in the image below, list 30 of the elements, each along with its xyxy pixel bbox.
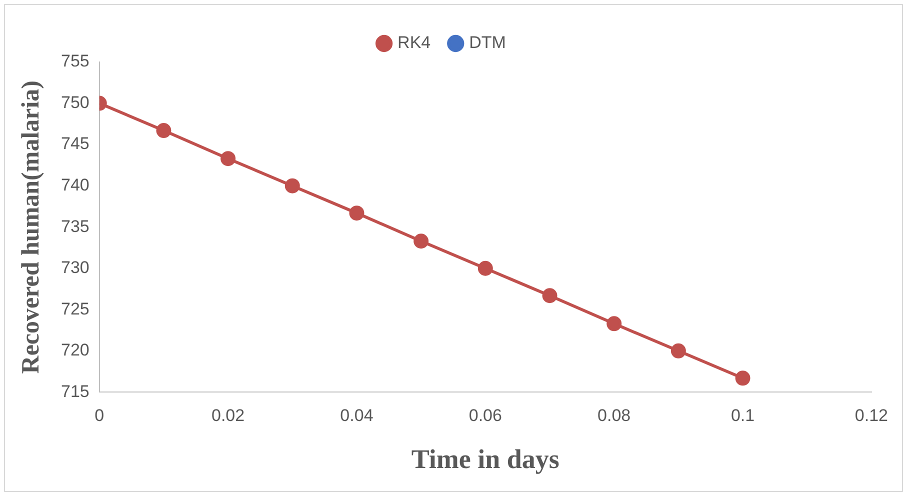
x-tick-label: 0.04 — [340, 406, 374, 426]
y-tick-label: 715 — [60, 382, 90, 401]
point — [606, 316, 622, 332]
point — [414, 234, 429, 249]
legend-label: DTM — [469, 33, 506, 52]
y-tick-label: 745 — [60, 134, 90, 154]
point — [156, 123, 172, 138]
point — [284, 178, 300, 194]
x-tick-label: 0.08 — [598, 406, 631, 426]
x-axis-title: Time in days — [411, 444, 560, 474]
y-tick-label: 735 — [60, 216, 90, 236]
y-tick-label: 750 — [60, 92, 90, 112]
point — [349, 206, 364, 221]
x-tick-label: 0.02 — [212, 406, 245, 426]
x-tick-label: 0.06 — [468, 406, 502, 426]
point — [670, 343, 686, 358]
x-tick-label: 0 — [94, 406, 104, 426]
y-tick-label: 740 — [60, 176, 90, 195]
y-tick-label: 720 — [60, 340, 90, 360]
y-tick-label: 755 — [60, 52, 90, 71]
point — [542, 288, 558, 304]
legend-label: RK4 — [398, 33, 431, 52]
point — [220, 151, 236, 166]
x-tick-label: 0.1 — [730, 406, 755, 426]
x-tick-label: 0.12 — [854, 406, 888, 426]
point — [735, 370, 750, 386]
y-axis-title: Recovered human(malaria) — [17, 80, 44, 374]
point — [478, 260, 493, 276]
y-tick-label: 730 — [60, 258, 90, 278]
y-tick-label: 725 — [60, 299, 90, 318]
